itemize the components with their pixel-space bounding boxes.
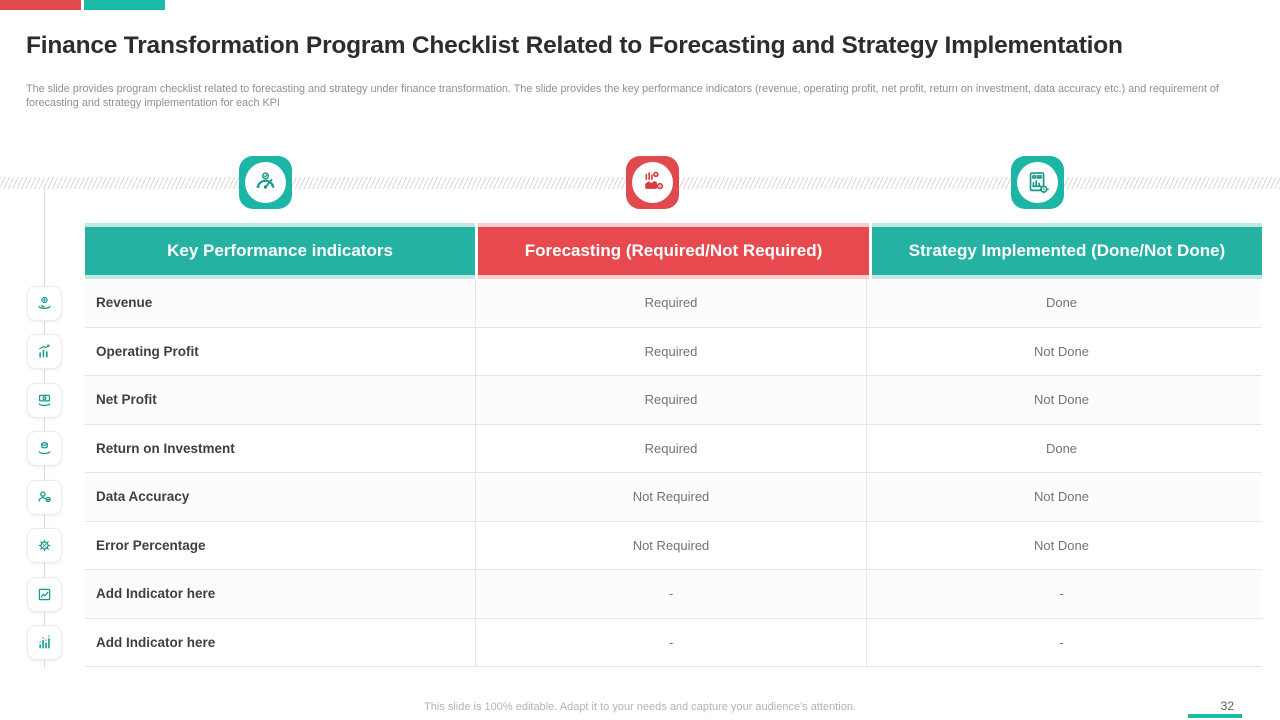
icon-disc bbox=[245, 162, 286, 203]
performance-gauge-icon bbox=[239, 156, 292, 209]
strategy-cell: Done bbox=[866, 279, 1256, 327]
table-row: Data Accuracy Not Required Not Done bbox=[85, 473, 1262, 522]
header-strategy-implemented: Strategy Implemented (Done/Not Done) bbox=[872, 223, 1262, 279]
sidebar-icon-rail bbox=[27, 279, 62, 667]
footer-note: This slide is 100% editable. Adapt it to… bbox=[424, 701, 856, 713]
kpi-cell: Revenue bbox=[96, 295, 153, 311]
forecasting-cell: Required bbox=[475, 376, 866, 424]
vertical-connector-line bbox=[44, 186, 45, 668]
table-row: Net Profit Required Not Done bbox=[85, 376, 1262, 425]
strategy-cell: Not Done bbox=[866, 473, 1256, 521]
kpi-cell: Operating Profit bbox=[96, 343, 199, 359]
table-row: Add Indicator here - - bbox=[85, 570, 1262, 619]
strategy-cell: Not Done bbox=[866, 327, 1256, 375]
header-forecasting: Forecasting (Required/Not Required) bbox=[478, 223, 869, 279]
table-row: Operating Profit Required Not Done bbox=[85, 327, 1262, 376]
table-row: Return on Investment Required Done bbox=[85, 424, 1262, 473]
return-on-investment-coins-icon bbox=[27, 431, 62, 467]
kpi-checklist-table: Key Performance indicators Forecasting (… bbox=[85, 223, 1262, 667]
table-header-row: Key Performance indicators Forecasting (… bbox=[85, 223, 1262, 279]
forecasting-cell: Required bbox=[475, 424, 866, 472]
top-accent-bar-red bbox=[0, 0, 81, 10]
table-row: Add Indicator here - - bbox=[85, 618, 1262, 667]
forecasting-cell: Not Required bbox=[475, 473, 866, 521]
kpi-cell: Data Accuracy bbox=[96, 489, 190, 505]
forecasting-cell: Required bbox=[475, 279, 866, 327]
page-number-underline bbox=[1188, 714, 1242, 718]
forecasting-cell: - bbox=[475, 570, 866, 618]
strategy-cell: Not Done bbox=[866, 521, 1256, 569]
kpi-cell: Add Indicator here bbox=[96, 634, 216, 650]
table-body: Revenue Required Done Operating Profit R… bbox=[85, 279, 1262, 667]
operating-profit-growth-chart-icon bbox=[27, 334, 62, 370]
net-profit-cash-hand-icon bbox=[27, 382, 62, 418]
data-accuracy-person-check-icon bbox=[27, 479, 62, 515]
header-key-performance-indicators: Key Performance indicators bbox=[85, 223, 475, 279]
page-title: Finance Transformation Program Checklist… bbox=[26, 32, 1123, 59]
strategy-cell: - bbox=[866, 618, 1256, 666]
forecasting-hand-chart-icon bbox=[626, 156, 679, 209]
forecasting-cell: Not Required bbox=[475, 521, 866, 569]
revenue-hand-coin-icon bbox=[27, 285, 62, 321]
error-percentage-gear-icon bbox=[27, 528, 62, 564]
forecasting-cell: - bbox=[475, 618, 866, 666]
kpi-cell: Net Profit bbox=[96, 392, 157, 408]
indicator-analytics-bars-icon bbox=[27, 625, 62, 661]
forecasting-cell: Required bbox=[475, 327, 866, 375]
kpi-cell: Return on Investment bbox=[96, 440, 235, 456]
top-accent-bar-teal bbox=[84, 0, 165, 10]
kpi-cell: Add Indicator here bbox=[96, 586, 216, 602]
strategy-cell: Done bbox=[866, 424, 1256, 472]
page-number: 32 bbox=[1220, 699, 1234, 713]
table-row: Error Percentage Not Required Not Done bbox=[85, 521, 1262, 570]
strategy-cell: Not Done bbox=[866, 376, 1256, 424]
icon-disc bbox=[1017, 162, 1058, 203]
strategy-document-gear-icon bbox=[1011, 156, 1064, 209]
table-row: Revenue Required Done bbox=[85, 279, 1262, 328]
indicator-chart-document-icon bbox=[27, 576, 62, 612]
page-subtitle: The slide provides program checklist rel… bbox=[26, 83, 1219, 110]
icon-disc bbox=[632, 162, 673, 203]
strategy-cell: - bbox=[866, 570, 1256, 618]
kpi-cell: Error Percentage bbox=[96, 537, 206, 553]
